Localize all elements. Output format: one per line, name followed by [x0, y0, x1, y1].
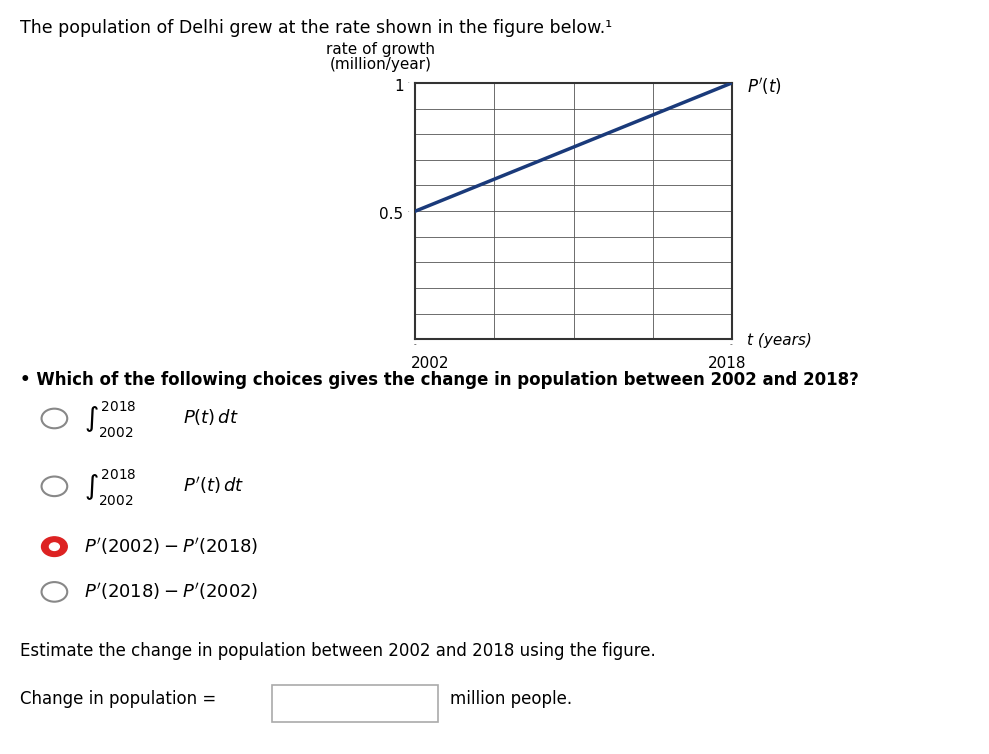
Text: • Which of the following choices gives the change in population between 2002 and: • Which of the following choices gives t…: [20, 371, 858, 389]
Text: $P'(t)\,dt$: $P'(t)\,dt$: [183, 475, 244, 496]
Text: 2018: 2018: [708, 356, 746, 371]
Text: Estimate the change in population between 2002 and 2018 using the figure.: Estimate the change in population betwee…: [20, 642, 656, 661]
Text: The population of Delhi grew at the rate shown in the figure below.¹: The population of Delhi grew at the rate…: [20, 19, 612, 37]
Text: 0.5: 0.5: [380, 207, 404, 222]
Text: (million/year): (million/year): [329, 57, 432, 72]
Text: t (years): t (years): [747, 333, 812, 348]
Text: $P'(2002) - P'(2018)$: $P'(2002) - P'(2018)$: [84, 536, 258, 557]
Text: $P'(t)$: $P'(t)$: [747, 76, 781, 97]
Text: $P'(2018) - P'(2002)$: $P'(2018) - P'(2002)$: [84, 581, 258, 602]
Text: million people.: million people.: [450, 690, 572, 708]
Text: $\int_{2002}^{2018}$: $\int_{2002}^{2018}$: [84, 400, 136, 440]
Text: 1: 1: [394, 79, 404, 94]
Text: Change in population =: Change in population =: [20, 690, 216, 708]
Text: $P(t)\,dt$: $P(t)\,dt$: [183, 407, 239, 428]
Text: i: i: [288, 694, 294, 713]
Text: 2002: 2002: [411, 356, 449, 371]
Text: rate of growth: rate of growth: [326, 41, 435, 57]
Text: $\int_{2002}^{2018}$: $\int_{2002}^{2018}$: [84, 467, 136, 507]
